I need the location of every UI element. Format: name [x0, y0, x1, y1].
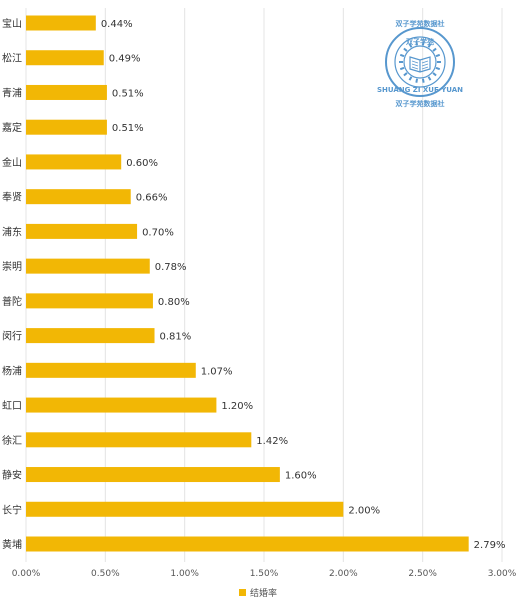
category-label: 金山 [2, 156, 22, 169]
seal-gear-tooth [408, 76, 413, 81]
category-label: 静安 [2, 469, 22, 482]
category-label: 虹口 [2, 400, 22, 412]
category-label: 崇明 [2, 261, 22, 273]
legend: 结婚率 [239, 587, 277, 599]
bar [26, 84, 107, 100]
seal-bottom-text: 双子学苑数据社 [396, 99, 445, 108]
data-label: 1.60% [285, 471, 317, 482]
seal-ring-text: SHUANG ZI XUE YUAN [377, 86, 463, 94]
bar [26, 397, 217, 413]
seal-top-text: 双子学苑数据社 [396, 19, 445, 28]
seal-gear-tooth [432, 47, 437, 52]
bar [26, 223, 138, 239]
data-label: 1.42% [256, 436, 288, 447]
seal-gear-tooth [415, 78, 419, 83]
category-label: 奉贤 [2, 191, 22, 204]
category-label: 徐汇 [2, 434, 22, 447]
data-label: 0.49% [109, 54, 141, 65]
x-tick-label: 1.50% [250, 569, 279, 579]
bar [26, 189, 131, 205]
category-label: 闵行 [2, 330, 22, 343]
legend-label: 结婚率 [250, 587, 277, 599]
category-label: 松江 [2, 52, 22, 65]
seal-gear-tooth [415, 41, 419, 46]
category-labels: 黄埔 长宁 静安 徐汇 虹口 杨浦 闵行 普陀 崇明 浦东 奉贤 金山 嘉定 青浦 松江 宝山 [2, 17, 22, 551]
data-label: 0.78% [155, 262, 187, 273]
seal-gear-tooth [427, 43, 432, 48]
seal-book-icon [409, 56, 431, 73]
seal-gear-tooth [421, 78, 425, 83]
data-label: 1.07% [201, 366, 233, 377]
data-label: 0.80% [158, 297, 190, 308]
bar [26, 15, 96, 31]
data-label: 2.79% [474, 540, 506, 551]
bar [26, 50, 104, 66]
x-tick-label: 2.00% [329, 569, 358, 579]
seal-gear-tooth [399, 53, 405, 58]
bar [26, 293, 153, 309]
category-label: 普陀 [2, 295, 22, 308]
data-label: 0.51% [112, 123, 144, 134]
bar [26, 119, 107, 135]
legend-swatch [239, 589, 246, 596]
seal-outer-ring [385, 27, 455, 97]
data-label: 1.20% [221, 401, 253, 412]
bar [26, 328, 155, 344]
seal-book-line [411, 63, 419, 67]
data-label: 0.60% [126, 158, 158, 169]
data-label: 0.70% [142, 227, 174, 238]
x-tick-label: 3.00% [488, 569, 517, 579]
seal-book-line [421, 63, 429, 67]
data-label: 0.81% [160, 332, 192, 343]
seal-book-line [411, 60, 419, 64]
seal-gear-tooth [403, 47, 408, 52]
category-label: 杨浦 [2, 364, 22, 377]
seal-gear-tooth [421, 41, 425, 46]
category-label: 宝山 [2, 17, 22, 30]
category-label: 青浦 [2, 86, 22, 99]
category-label: 嘉定 [2, 121, 22, 134]
seal-gear-tooth [399, 66, 405, 71]
category-label: 浦东 [2, 225, 22, 238]
seal-book-line [421, 60, 429, 64]
data-label: 0.51% [112, 88, 144, 99]
category-label: 黄埔 [2, 538, 22, 551]
bar [26, 154, 122, 170]
seal-gear-tooth [427, 76, 432, 81]
x-axis-tick-labels: 0.00% 0.50% 1.00% 1.50% 2.00% 2.50% 3.00% [12, 569, 517, 579]
x-tick-label: 0.00% [12, 569, 41, 579]
seal-gear-tooth [408, 43, 413, 48]
seal-book-line [411, 66, 419, 70]
bar [26, 536, 469, 552]
bar [26, 258, 150, 274]
bar [26, 432, 252, 448]
x-tick-label: 1.00% [170, 569, 199, 579]
seal-gear-tooth [435, 53, 441, 58]
data-label: 2.00% [348, 505, 380, 516]
seal-center-text: 双子学苑 [406, 37, 434, 46]
data-labels: 2.79% 2.00% 1.60% 1.42% 1.20% 1.07% 0.81% 0.80%… [101, 19, 506, 551]
seal-gear [403, 45, 437, 79]
seal-gear-tooth [435, 66, 441, 71]
seal-gear-tooth [403, 72, 408, 77]
bar [26, 501, 344, 517]
x-tick-label: 2.50% [408, 569, 437, 579]
bar [26, 362, 196, 378]
data-label: 0.44% [101, 19, 133, 30]
seal-inner-ring [394, 36, 446, 88]
gridlines [25, 8, 503, 562]
x-tick-label: 0.50% [91, 569, 120, 579]
seal-gear-tooth [432, 72, 437, 77]
bar [26, 467, 280, 483]
bars [26, 15, 469, 552]
category-label: 长宁 [2, 503, 22, 516]
seal-book-line [421, 66, 429, 70]
data-label: 0.66% [136, 193, 168, 204]
